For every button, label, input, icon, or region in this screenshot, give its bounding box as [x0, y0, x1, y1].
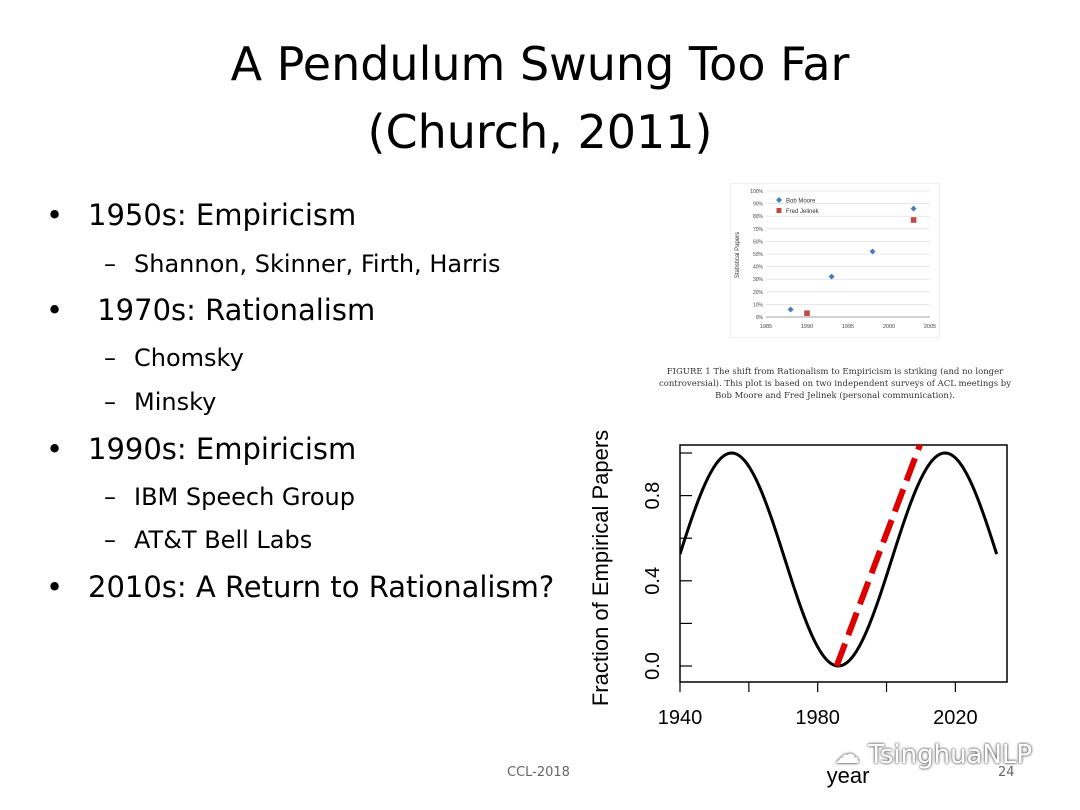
pendulum-line-chart: 0.0 0.4 0.8 1940 1980 2020 Fraction of Empir… [588, 430, 1008, 788]
y-tick-label: 10% [753, 302, 764, 308]
wechat-icon: ☁ [834, 740, 860, 770]
y-tick-label: 20% [753, 290, 764, 296]
y-tick-label: 0% [756, 315, 764, 321]
survey-scatter-chart: 0% 10% 20% 30% 40% 50% 60% 70% 80% 90% 100% 1985 19… [730, 183, 940, 338]
data-point-diamond [828, 273, 835, 280]
data-point-square [804, 310, 810, 317]
small-chart-ylabel: Statistical Papers [735, 232, 741, 278]
data-point-square [910, 217, 917, 223]
bullet-text: 1970s: Rationalism [88, 293, 376, 327]
bullet-text: 2010s: A Return to Rationalism? [88, 570, 555, 604]
y-tick-label: 0.8 [642, 482, 664, 510]
sub-bullet-text: IBM Speech Group [134, 483, 355, 511]
y-tick-label: 100% [750, 189, 763, 195]
bullet-dot-icon: • [46, 198, 64, 232]
y-tick-label: 40% [753, 265, 764, 271]
x-tick-label: 1995 [842, 324, 854, 330]
bullet-dot-icon: • [46, 570, 64, 604]
y-tick-label: 90% [753, 202, 764, 208]
figure-caption: FIGURE 1 The shift from Rationalism to E… [658, 367, 1012, 401]
dash-icon: – [104, 388, 116, 416]
x-tick-label: 1990 [801, 324, 813, 330]
x-tick-label: 2000 [883, 324, 895, 330]
dash-icon: – [104, 526, 116, 554]
x-tick-label: 2005 [924, 324, 936, 330]
slide-title: A Pendulum Swung Too Far (Church, 2011) [0, 30, 1080, 166]
bullet-dot-icon: • [46, 293, 64, 327]
plot-frame [679, 444, 1008, 683]
page-number: 24 [998, 765, 1015, 780]
data-point-diamond [910, 205, 917, 212]
legend-label: Bob Moore [786, 199, 816, 205]
legend-diamond-icon [776, 197, 782, 203]
trend-line [833, 445, 924, 668]
footer-label: CCL-2018 [507, 765, 570, 780]
watermark: ☁ TsinghuaNLP [834, 740, 1032, 770]
data-point-diamond [787, 306, 794, 313]
x-tick-label: 1985 [760, 324, 772, 330]
legend-label: Fred Jelinek [786, 209, 820, 215]
sub-bullet-text: AT&T Bell Labs [134, 526, 313, 554]
title-line-1: A Pendulum Swung Too Far [230, 37, 850, 91]
sub-bullet-text: Minsky [134, 388, 217, 416]
bullet-text: 1990s: Empiricism [88, 432, 357, 466]
x-tick-label: 1940 [658, 707, 703, 729]
y-tick-label: 70% [753, 227, 764, 233]
y-tick-label: 60% [753, 239, 764, 245]
bullet-dot-icon: • [46, 432, 64, 466]
y-tick-label: 0.4 [642, 567, 664, 595]
bullet-text: 1950s: Empiricism [88, 198, 357, 232]
x-tick-label: 2020 [933, 707, 978, 729]
sub-bullet-text: Shannon, Skinner, Firth, Harris [134, 250, 501, 278]
dash-icon: – [104, 344, 116, 372]
main-chart-ylabel: Fraction of Empirical Papers [588, 430, 613, 706]
data-point-diamond [869, 248, 876, 255]
dash-icon: – [104, 250, 116, 278]
dash-icon: – [104, 483, 116, 511]
sub-bullet-text: Chomsky [134, 344, 244, 372]
small-chart-legend: Bob Moore Fred Jelinek [776, 197, 820, 215]
watermark-text: TsinghuaNLP [868, 740, 1033, 770]
x-tick-label: 1980 [795, 707, 840, 729]
main-chart-xlabel: year [827, 763, 870, 788]
y-tick-label: 80% [753, 214, 764, 220]
y-tick-label: 0.0 [642, 652, 664, 680]
title-line-2: (Church, 2011) [367, 105, 713, 159]
pendulum-curve [680, 451, 999, 668]
legend-square-icon [776, 208, 782, 213]
y-tick-label: 50% [753, 252, 764, 258]
y-tick-label: 30% [753, 277, 764, 283]
